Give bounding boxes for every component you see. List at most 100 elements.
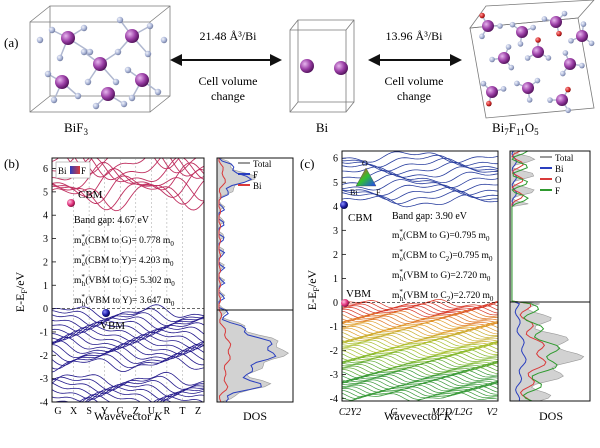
y-tick-label: 3 (333, 226, 338, 237)
volume-arrow-left (170, 54, 282, 66)
f-atom (545, 55, 552, 61)
panel-a-label: (a) (4, 35, 18, 50)
f-atom (514, 80, 520, 87)
panel-c-band-gap: Band gap: 3.90 eV (392, 211, 468, 222)
effective-mass-line: m* e(CBM to Y)= 4.203 m0 (74, 253, 174, 268)
panel-b-legend-bi: Bi (58, 166, 67, 176)
panel-c-cbm-marker (340, 201, 348, 209)
f-atom (530, 24, 536, 31)
y-tick-label: 6 (43, 164, 48, 175)
y-tick-label: 5 (333, 178, 338, 189)
dos-legend-entry: Bi (555, 164, 564, 174)
o-atom (535, 37, 541, 43)
dos-legend-entry: F (253, 170, 258, 180)
kpoint-label: Y (101, 406, 108, 417)
right-change-line1: Cell volume (385, 74, 444, 88)
y-tick-label: -2 (40, 351, 48, 362)
y-tick-label: -3 (40, 374, 48, 385)
panel-b-band-frame (51, 157, 205, 403)
kpoint-label: M2D/L2G (430, 407, 472, 418)
panel-b-cbm-marker (67, 199, 75, 207)
right-volume-value: 13.96 Å³/Bi (386, 29, 444, 43)
panel-b-effective-masses: m* e(CBM to G)= 0.778 m0 m* e(CBM to Y)= 4.… (74, 233, 175, 308)
f-atom (120, 100, 128, 108)
f-atom (526, 97, 533, 103)
f-atom (541, 16, 548, 22)
f-atom (579, 62, 585, 69)
y-tick-label: 2 (333, 250, 338, 261)
effective-mass-line: m* h(VBM to C2)=2.720 m0 (392, 288, 494, 303)
bi-atom (334, 61, 348, 75)
kpoint-label: Z (133, 406, 139, 417)
bi-atom (135, 73, 149, 87)
y-tick-label: 1 (333, 274, 338, 285)
left-change-line1: Cell volume (199, 74, 258, 88)
panel-b-dos-label: DOS (243, 409, 267, 423)
bi-atom (300, 59, 314, 73)
f-atom (112, 78, 120, 86)
dos-bi (218, 158, 232, 402)
f-atom (480, 80, 487, 87)
dos-legend-entry: F (555, 186, 560, 196)
bi-atom (550, 16, 562, 28)
panel-b-y-ticks: -4 -3 -2 -1 0 1 2 3 4 5 6 (40, 164, 56, 409)
y-tick-label: 4 (43, 211, 48, 222)
panel-b-dos-plot (217, 158, 289, 402)
f-atom (80, 24, 88, 32)
panel-b-vbm-label: VBM (100, 320, 125, 332)
bif3-unit-cell (29, 5, 171, 113)
bi-atom (482, 20, 494, 32)
effective-mass-line: m* e(CBM to G)= 0.778 m0 (74, 233, 174, 248)
panel-b-x-axis-label: Wavevector K (94, 409, 163, 423)
panel-b-cbm-label: CBM (78, 189, 103, 201)
panel-c: (c) E-EF/eV -4 -3 -2 -1 0 1 2 3 4 5 6 C2Y2 G M2D/L2G… (300, 150, 591, 423)
triangle-label-o: O (362, 159, 368, 168)
panel-c-color-triangle: O Bi F (350, 159, 381, 197)
f-atom (86, 48, 94, 56)
f-atom (489, 56, 495, 63)
y-tick-label: 5 (43, 187, 48, 198)
panel-b-legend-gradient (70, 166, 80, 174)
dos-legend-entry: O (555, 175, 562, 185)
kpoint-label: C2Y2 (339, 407, 361, 418)
f-atom (84, 78, 92, 86)
f-atom (509, 21, 516, 28)
panel-c-vbm-label: VBM (346, 288, 371, 300)
bi-atom (498, 52, 510, 64)
panel-b-legend-f: F (81, 166, 86, 176)
volume-arrow-right (368, 54, 462, 66)
bi-atom (564, 58, 576, 70)
y-tick-label: 2 (43, 257, 48, 268)
left-change-line2: change (211, 89, 245, 103)
dos-f (511, 151, 561, 401)
f-atom (500, 86, 507, 92)
f-atom (497, 23, 503, 29)
panel-c-dos-frame (509, 150, 591, 402)
kpoint-label: U (148, 406, 156, 417)
f-atom (561, 10, 568, 17)
panel-c-kpoints: C2Y2 G M2D/L2G V2 (339, 302, 498, 418)
panel-b-y-axis-label: E-EF/eV (13, 271, 29, 312)
f-atom (36, 36, 44, 44)
f-atom (479, 33, 485, 40)
kpoint-label: V2 (486, 407, 497, 418)
o-atom (565, 86, 571, 93)
panel-c-vbm-marker (341, 299, 349, 307)
kpoint-label: Z (195, 406, 201, 417)
kpoint-label: T (179, 406, 185, 417)
y-tick-label: 0 (43, 304, 48, 315)
f-atom (56, 54, 64, 62)
f-atom (580, 21, 587, 27)
f-atom (559, 70, 566, 77)
y-tick-label: -2 (330, 346, 338, 357)
bif3-crystal (29, 5, 171, 113)
y-tick-label: 3 (43, 234, 48, 245)
panel-c-cbm-label: CBM (348, 212, 373, 224)
kpoint-label: G (54, 406, 61, 417)
f-atom (505, 44, 512, 50)
f-atom (524, 55, 531, 61)
f-atom (44, 70, 52, 78)
